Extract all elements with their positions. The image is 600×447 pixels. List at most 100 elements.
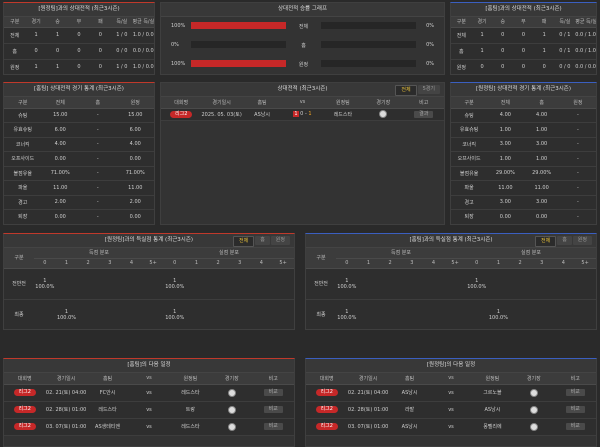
vs-cell: vs [128,418,170,436]
table: 구분 경기 승 무 패 득/실 평균 득/실 전체 1 0 0 1 0 / 1 0.0 / 1.0 홈 1 0 0… [451,17,596,74]
header-cell: vs [282,97,323,109]
header-cell: 3 [530,258,553,269]
table-cell: 1 / 0 [111,59,133,74]
table-cell: 0 [68,43,90,60]
dist-cell [142,299,164,329]
table-row: 최종 1 100.0% 1 100.0% [306,299,596,329]
dist-cell [574,299,596,329]
panel-title: [홈팀]과의 상대전적 (최근3시즌) [451,3,596,17]
table-cell: 3.00 [523,137,560,152]
compare-button[interactable]: 비교 [565,423,585,430]
dist-cell [120,268,143,300]
header-cell: 구분 [4,248,34,269]
table: 구분 득점 분포 실점 분포 0 1 2 3 4 5+ 0 1 2 3 4 5+ 전반전 1 100.0% 1 100… [4,248,294,329]
compare-button[interactable]: 결과 [414,110,434,118]
table-cell: 29.00% [523,166,560,181]
table-cell: 3.00 [523,195,560,210]
cell-pct: 100.0% [337,283,357,290]
red-card: 1 [293,111,299,117]
tabs: 전체 5경기 [395,85,440,96]
vs-text: vs [146,389,152,396]
table-row: 리그2 03. 07(토) 01:00 AS생테티엔 vs 레드스타 비교 [4,418,294,436]
tab[interactable]: 5경기 [417,85,440,94]
table-cell: 1 [471,43,493,60]
tab[interactable]: 원정 [572,236,592,245]
tab[interactable]: 전체 [232,236,255,247]
table: 구분 전체 홈 원정 슈팅 4.00 4.00- 유효슈팅 1.00 1.00- 코너킥 3.00 3.… [451,97,596,224]
table-cell: 퇴장 [451,209,488,224]
league-badge[interactable]: 리그2 [315,423,338,430]
header-cell: 0 [163,258,186,269]
left-label: 0% [171,42,179,48]
panel: [홈팀] 상대전적 경기 통계 (최근3시즌) 구분 전체 홈 원정 슈팅 15.00-15… [3,82,155,225]
league-badge[interactable]: 리그2 [315,389,338,396]
bar-track [321,41,416,48]
stadium-icon[interactable] [529,422,538,431]
row-label: 전반전 [4,268,34,300]
league-badge[interactable]: 리그2 [13,389,36,396]
tab[interactable]: 전체 [534,236,557,247]
cell: 비교 [554,401,596,419]
cell: 비교 [252,384,294,402]
compare-button[interactable]: 비교 [263,389,283,396]
cell-count: 1 [345,277,349,284]
stadium-icon[interactable] [227,422,236,431]
table-cell: 1 [25,27,47,44]
panel-title: [홈팀]의 다음 일정 [4,359,294,373]
league-badge[interactable]: 리그2 [13,423,36,430]
panel: [홈팀]과의 상대전적 (최근3시즌) 구분 경기 승 무 패 득/실 평균 득/실 전체 1 0 0… [450,2,597,75]
header-cell: 승 [46,17,69,28]
panel: [원정팀]과의 상대전적 (최근3시즌) 구분 경기 승 무 패 득/실 평균 득/실 전체 1 1… [3,2,155,75]
date-cell: 2025. 05. 03(토) [201,108,242,121]
table-cell: 0.0 / 0.0 [575,59,596,74]
table-cell: 1 [25,59,47,74]
header-row: 0 1 2 3 4 5+ 0 1 2 3 4 5+ [4,258,294,269]
table-row: 경고 3.00 3.00- [451,195,596,210]
tab[interactable]: 홈 [557,236,572,245]
table-cell: 4.00 [487,108,524,123]
table-cell: 11.00 [116,180,154,196]
dist-cell: 1 100.0% [163,268,186,300]
table-row: 파울 11.00-11.00 [4,180,154,196]
tab[interactable]: 원정 [270,236,290,245]
table-cell: 0 [68,59,90,74]
stadium-icon[interactable] [227,388,236,397]
header-cell: 구분 [306,248,336,269]
compare-button[interactable]: 비교 [263,406,283,413]
table-row: 코너킥 4.00-4.00 [4,137,154,152]
vs-cell: 1 0 - 1 [282,108,323,121]
stadium-icon[interactable] [529,405,538,414]
league-badge[interactable]: 리그2 [315,406,338,413]
league-badge[interactable]: 리그2 [170,110,193,118]
table-cell: 1.00 [487,151,524,167]
tab[interactable]: 전체 [395,85,417,96]
vs-cell: vs [430,384,472,402]
header-cell: 3 [400,258,423,269]
table-row: 볼점유율 71.00% -71.00% [4,166,154,181]
stadium-icon[interactable] [529,388,538,397]
stadium-icon[interactable] [379,110,388,118]
table-cell: 0.0 / 0.0 [132,43,154,60]
panel: [원정팀]과의 득실점 통계 (최근3시즌) 전체 홈 원정 구분 득점 분포 실점 분포 0… [3,233,295,330]
title-text: [원정팀]과의 상대전적 (최근3시즌) [38,6,120,12]
cell [211,401,253,419]
table-row: 퇴장 0.00 0.00- [451,209,596,224]
compare-button[interactable]: 비교 [565,389,585,396]
compare-button[interactable]: 비교 [263,423,283,430]
header-cell: 구분 [4,97,42,109]
league-badge[interactable]: 리그2 [13,406,36,413]
table-row: 전반전 1 100.0% 1 100.0% [306,268,596,300]
table-cell: 홈 [451,43,472,60]
dist-cell [444,299,466,329]
compare-button[interactable]: 비교 [565,406,585,413]
stadium-icon[interactable] [227,405,236,414]
table-cell: 0 [89,59,112,74]
table-cell: 유효슈팅 [451,122,488,138]
title-text: 상대전적 (최근3시즌) [277,86,328,92]
cell [513,401,555,419]
header-row: 구분 득점 분포 실점 분포 [306,248,596,269]
title-text: [원정팀]의 다음 일정 [426,362,476,368]
tab[interactable]: 홈 [255,236,270,245]
table-cell: 0.00 [116,209,154,224]
table-cell: 0.00 [523,209,560,224]
